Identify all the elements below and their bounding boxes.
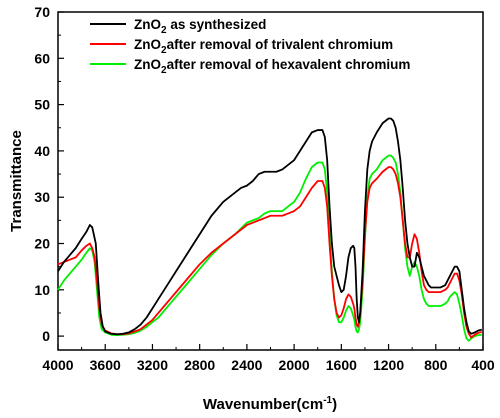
x-tick-label: 3600 [90, 357, 121, 373]
x-tick-label: 2400 [231, 357, 262, 373]
y-axis-ticks: 0 10 20 30 40 50 60 70 [34, 4, 64, 344]
y-tick-label: 50 [34, 97, 50, 113]
y-tick-label: 70 [34, 4, 50, 20]
x-tick-label: 4000 [42, 357, 73, 373]
legend-label: ZnO2 as synthesized [134, 17, 266, 36]
y-tick-label: 40 [34, 143, 50, 159]
series-lines [57, 117, 483, 342]
y-tick-label: 0 [42, 328, 50, 344]
x-axis-title-superscript: -1 [323, 395, 332, 406]
x-axis-ticks: 4000 3600 3200 2800 2400 2000 1600 1200 800 400 [42, 344, 495, 373]
y-tick-label: 60 [34, 50, 50, 66]
legend-label: ZnO2after removal of hexavalent chromium [134, 57, 410, 76]
y-tick-label: 10 [34, 282, 50, 298]
series-line-1 [57, 166, 483, 339]
series-line-0 [57, 117, 483, 336]
legend-label: ZnO2after removal of trivalent chromium [134, 37, 393, 56]
x-axis-title: Wavenumber(cm-1) [203, 395, 337, 413]
x-tick-label: 800 [424, 357, 448, 373]
y-axis-title: Transmittance [8, 130, 25, 232]
x-tick-label: 1600 [326, 357, 357, 373]
y-tick-label: 30 [34, 189, 50, 205]
x-tick-label: 2800 [184, 357, 215, 373]
y-tick-label: 20 [34, 236, 50, 252]
x-tick-label: 2000 [279, 357, 310, 373]
x-tick-label: 1200 [373, 357, 404, 373]
series-line-2 [57, 154, 482, 342]
x-tick-label: 3200 [137, 357, 168, 373]
x-tick-label: 400 [471, 357, 495, 373]
